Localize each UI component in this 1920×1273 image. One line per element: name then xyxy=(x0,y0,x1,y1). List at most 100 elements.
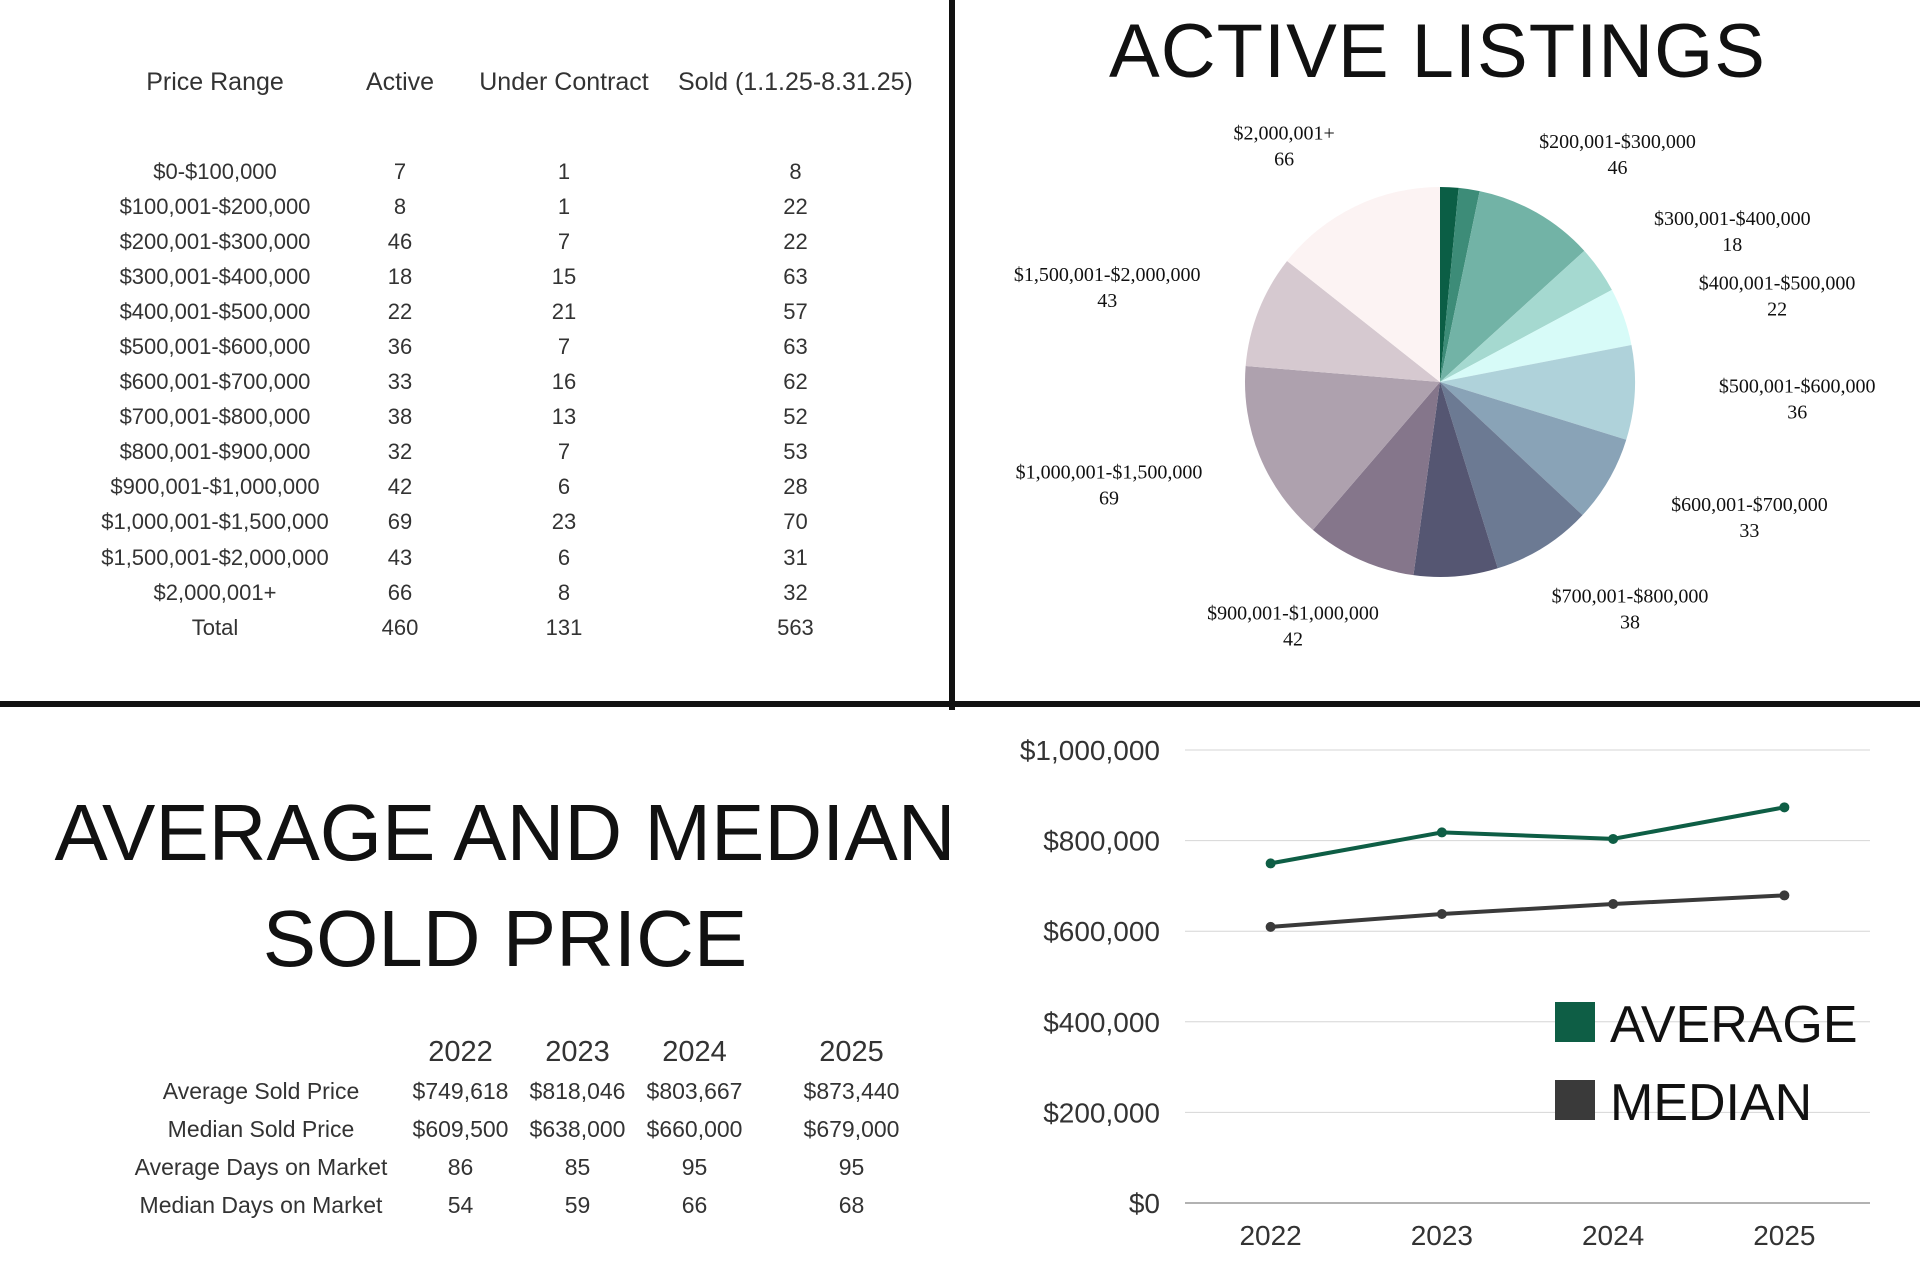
stats-value: $818,046 xyxy=(529,1077,626,1104)
listings-row: $100,001-$200,000 8 1 22 xyxy=(90,189,923,224)
stats-value: $873,440 xyxy=(803,1077,900,1104)
cell-under-contract: 7 xyxy=(557,228,571,254)
pie-slice-value: 22 xyxy=(1767,298,1787,320)
listings-row: $500,001-$600,000 36 7 63 xyxy=(90,329,923,364)
stats-value: 68 xyxy=(838,1191,865,1218)
stats-row: Median Days on Market 54 59 66 68 xyxy=(120,1186,950,1224)
legend-label: MEDIAN xyxy=(1610,1074,1812,1132)
cell-price-range: $0-$100,000 xyxy=(153,158,277,184)
legend-label: AVERAGE xyxy=(1610,996,1858,1054)
listings-row: $600,001-$700,000 33 16 62 xyxy=(90,365,923,400)
stats-value: $803,667 xyxy=(646,1077,743,1104)
series-point xyxy=(1265,921,1276,932)
stats-body: Average Sold Price $749,618 $818,046 $803,6… xyxy=(120,1072,950,1224)
header-sold: Sold (1.1.25-8.31.25) xyxy=(678,67,913,96)
header-active: Active xyxy=(365,67,435,96)
stats-year-2022: 2022 xyxy=(428,1035,493,1068)
sold-price-stats-table: 2022 2023 2024 2025 Average Sold Price $7… xyxy=(120,1032,950,1224)
series-point xyxy=(1608,833,1619,844)
series-line-median xyxy=(1270,893,1785,929)
line-y-ticks: $0 $200,000 $400,000 $600,000 $800,000 $1,000… xyxy=(1020,735,1160,1219)
stats-corner xyxy=(120,1032,402,1072)
stats-row: Average Days on Market 86 85 95 95 xyxy=(120,1148,950,1186)
stats-year-2025: 2025 xyxy=(819,1035,884,1068)
stats-value: $679,000 xyxy=(803,1115,900,1142)
stats-value: 95 xyxy=(681,1153,708,1180)
stats-row-label: Average Days on Market xyxy=(134,1153,388,1180)
vertical-divider xyxy=(949,0,955,710)
cell-price-range: $300,001-$400,000 xyxy=(119,263,311,289)
cell-active: 46 xyxy=(387,228,413,254)
listings-row: $900,001-$1,000,000 42 6 28 xyxy=(90,470,923,505)
line-series xyxy=(1265,802,1790,932)
cell-active: 33 xyxy=(387,369,413,395)
listings-row: $200,001-$300,000 46 7 22 xyxy=(90,224,923,259)
cell-price-range: $400,001-$500,000 xyxy=(119,298,311,324)
y-tick-label: $1,000,000 xyxy=(1020,735,1160,766)
line-legend: AVERAGE MEDIAN xyxy=(1555,996,1858,1132)
pie-slice xyxy=(1440,344,1636,440)
legend-swatch xyxy=(1555,1080,1595,1120)
stats-row-label: Median Days on Market xyxy=(139,1191,383,1218)
cell-under-contract: 21 xyxy=(551,298,577,324)
stats-year-2023: 2023 xyxy=(545,1035,610,1068)
cell-sold: 22 xyxy=(783,193,808,219)
pie-slice xyxy=(1440,250,1612,382)
cell-price-range: $600,001-$700,000 xyxy=(119,369,311,395)
pie-labels: $200,001-$300,000 46 $300,001-$400,000 18 $4… xyxy=(1014,123,1876,651)
x-tick-label: 2023 xyxy=(1411,1220,1473,1251)
listings-row: $2,000,001+ 66 8 32 xyxy=(90,575,923,610)
pie-slice-label: $700,001-$800,000 xyxy=(1552,586,1709,608)
listings-row: $1,500,001-$2,000,000 43 6 31 xyxy=(90,540,923,575)
series-point xyxy=(1779,890,1790,901)
pie-slice-value: 69 xyxy=(1099,488,1119,510)
stats-value: 85 xyxy=(564,1153,591,1180)
pie-slice-label: $900,001-$1,000,000 xyxy=(1207,603,1379,625)
cell-under-contract: 6 xyxy=(557,474,571,500)
pie-slice-label: $2,000,001+ xyxy=(1233,123,1334,145)
pie-slice xyxy=(1440,187,1480,382)
cell-under-contract: 1 xyxy=(557,158,571,184)
cell-price-range: $200,001-$300,000 xyxy=(119,228,311,254)
cell-sold: 32 xyxy=(783,579,808,605)
stats-year-2024: 2024 xyxy=(662,1035,727,1068)
cell-under-contract: 1 xyxy=(557,193,571,219)
pie-slice-label: $300,001-$400,000 xyxy=(1654,208,1811,230)
y-tick-label: $600,000 xyxy=(1043,916,1160,947)
cell-sold: 53 xyxy=(783,439,808,465)
cell-under-contract: 23 xyxy=(551,509,577,535)
cell-sold: 57 xyxy=(783,298,808,324)
y-tick-label: $0 xyxy=(1129,1188,1160,1219)
cell-sold: 8 xyxy=(789,158,802,184)
y-tick-label: $200,000 xyxy=(1043,1097,1160,1128)
pie-slice-value: 33 xyxy=(1739,520,1759,542)
horizontal-divider xyxy=(0,701,1920,707)
header-under-contract: Under Contract xyxy=(479,67,649,96)
stats-value: $638,000 xyxy=(529,1115,626,1142)
line-grid xyxy=(1185,749,1870,1204)
cell-active: 460 xyxy=(381,614,419,640)
cell-price-range: $100,001-$200,000 xyxy=(119,193,311,219)
pie-slices xyxy=(1244,187,1636,577)
stats-value: 59 xyxy=(564,1191,591,1218)
line-x-ticks: 2022 2023 2024 2025 xyxy=(1239,1220,1815,1251)
listings-row: $400,001-$500,000 22 21 57 xyxy=(90,294,923,329)
cell-under-contract: 15 xyxy=(551,263,577,289)
pie-slice-value: 18 xyxy=(1722,234,1742,256)
pie-chart-title: ACTIVE LISTINGS xyxy=(1109,9,1766,94)
pie-slice-label: $600,001-$700,000 xyxy=(1671,494,1828,516)
listings-table: Price Range Active Under Contract Sold (… xyxy=(90,58,923,645)
cell-under-contract: 7 xyxy=(557,439,571,465)
cell-active: 42 xyxy=(387,474,413,500)
y-tick-label: $400,000 xyxy=(1043,1007,1160,1038)
series-point xyxy=(1436,908,1447,919)
series-point xyxy=(1779,802,1790,813)
series-point xyxy=(1436,827,1447,838)
header-price-range: Price Range xyxy=(146,67,284,96)
listings-row: $700,001-$800,000 38 13 52 xyxy=(90,400,923,435)
cell-price-range: $1,000,001-$1,500,000 xyxy=(101,509,329,535)
cell-sold: 22 xyxy=(783,228,808,254)
cell-under-contract: 7 xyxy=(557,334,571,360)
x-tick-label: 2025 xyxy=(1753,1220,1815,1251)
stats-row: Median Sold Price $609,500 $638,000 $660,00… xyxy=(120,1110,950,1148)
